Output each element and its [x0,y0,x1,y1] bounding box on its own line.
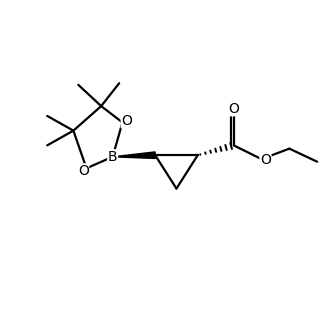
Polygon shape [113,152,155,158]
Text: B: B [108,150,117,164]
Text: O: O [78,164,89,178]
Text: O: O [260,153,271,167]
Text: O: O [228,102,239,116]
Text: O: O [121,114,132,128]
